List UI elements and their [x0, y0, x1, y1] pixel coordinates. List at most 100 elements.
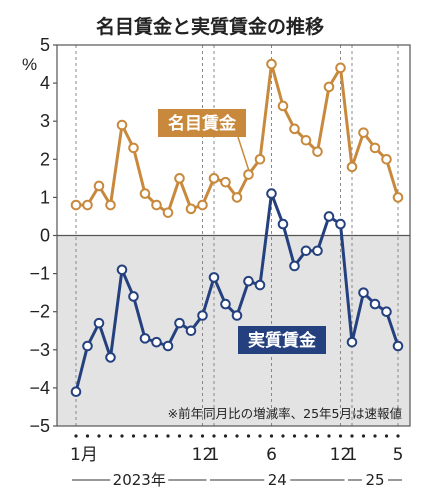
data-point — [254, 279, 266, 291]
month-dot — [338, 434, 343, 438]
month-dot — [258, 434, 262, 438]
month-dot — [131, 434, 136, 438]
data-point — [323, 211, 335, 222]
data-point — [116, 264, 128, 276]
nominal-wage-series — [70, 58, 404, 218]
month-dot — [246, 434, 251, 438]
data-point — [266, 58, 277, 70]
month-dot — [154, 434, 159, 438]
data-point — [289, 123, 300, 135]
month-dot — [212, 434, 216, 438]
y-tick-label: 0 — [40, 226, 50, 246]
data-point — [335, 62, 346, 74]
data-point — [289, 260, 300, 272]
data-point — [312, 245, 323, 257]
month-dot — [396, 434, 400, 438]
month-dot — [327, 434, 331, 438]
year-label: 2023年 — [113, 471, 166, 489]
data-point — [300, 245, 312, 257]
month-dot — [108, 434, 113, 438]
data-point — [70, 199, 82, 211]
y-axis-unit: % — [22, 55, 37, 74]
month-dot — [315, 434, 320, 438]
data-point — [139, 333, 151, 344]
data-point — [243, 169, 254, 180]
real-wage-series — [70, 188, 404, 398]
x-tick-label: 5 — [393, 445, 404, 465]
data-point — [197, 310, 208, 321]
data-point — [231, 192, 243, 203]
data-point — [358, 287, 369, 298]
data-point — [358, 127, 369, 138]
y-tick-label: 1 — [40, 187, 50, 207]
y-tick-label: −3 — [29, 340, 50, 360]
y-tick-label: 2 — [40, 149, 50, 169]
nominal-series-label-box — [158, 109, 246, 137]
data-point — [197, 199, 208, 211]
data-point — [381, 306, 392, 318]
chart-note: ※前年同月比の増減率、25年5月は速報値 — [168, 406, 402, 421]
data-point — [277, 100, 289, 112]
data-point — [277, 218, 289, 230]
data-point — [93, 317, 105, 329]
data-point — [174, 317, 185, 329]
data-point — [208, 173, 220, 184]
month-dot — [281, 434, 285, 438]
data-point — [335, 218, 346, 230]
data-point — [162, 340, 174, 352]
month-dot — [269, 434, 274, 438]
data-point — [346, 161, 358, 173]
month-dot — [304, 434, 308, 438]
data-point — [208, 272, 220, 283]
data-point — [369, 142, 381, 154]
data-point — [162, 207, 174, 218]
data-point — [323, 81, 335, 93]
data-point — [185, 203, 197, 215]
data-point — [116, 119, 128, 131]
data-point — [220, 176, 231, 188]
data-point — [392, 192, 404, 203]
chart-title: 名目賃金と実質賃金の推移 — [96, 15, 324, 38]
month-dot — [85, 434, 90, 438]
month-dot — [97, 434, 101, 438]
data-point — [70, 386, 82, 398]
data-point — [93, 180, 105, 192]
x-tick-label: 1 — [347, 445, 358, 465]
x-tick-label: 12 — [192, 445, 214, 465]
data-point — [369, 298, 381, 310]
data-point — [392, 340, 404, 352]
month-dot — [373, 434, 377, 438]
month-dot — [384, 434, 389, 438]
data-point — [220, 298, 231, 310]
data-point — [266, 188, 277, 199]
data-point — [151, 199, 162, 211]
month-dot — [189, 434, 193, 438]
month-dot — [177, 434, 182, 438]
series-layer — [70, 58, 404, 398]
y-tick-label: −1 — [29, 264, 50, 284]
data-point — [151, 336, 162, 348]
month-dot — [74, 434, 78, 438]
y-tick-label: −5 — [29, 416, 50, 436]
month-dot — [200, 434, 205, 438]
x-tick-label: 12 — [330, 445, 352, 465]
data-point — [82, 199, 93, 211]
month-dot — [350, 434, 354, 438]
year-label: 25 — [365, 471, 384, 489]
data-point — [139, 188, 151, 199]
y-tick-label: −2 — [29, 302, 50, 322]
data-point — [82, 340, 93, 352]
data-point — [185, 325, 197, 337]
year-label: 24 — [268, 471, 287, 489]
plot-area — [56, 44, 411, 427]
x-tick-label: 1月 — [70, 445, 98, 465]
x-tick-label: 1 — [209, 445, 220, 465]
month-dot — [235, 434, 239, 438]
y-tick-label: −4 — [29, 378, 50, 398]
y-tick-label: 5 — [40, 35, 50, 55]
data-point — [105, 352, 116, 363]
data-point — [300, 134, 312, 146]
y-tick-label: 3 — [40, 111, 50, 131]
